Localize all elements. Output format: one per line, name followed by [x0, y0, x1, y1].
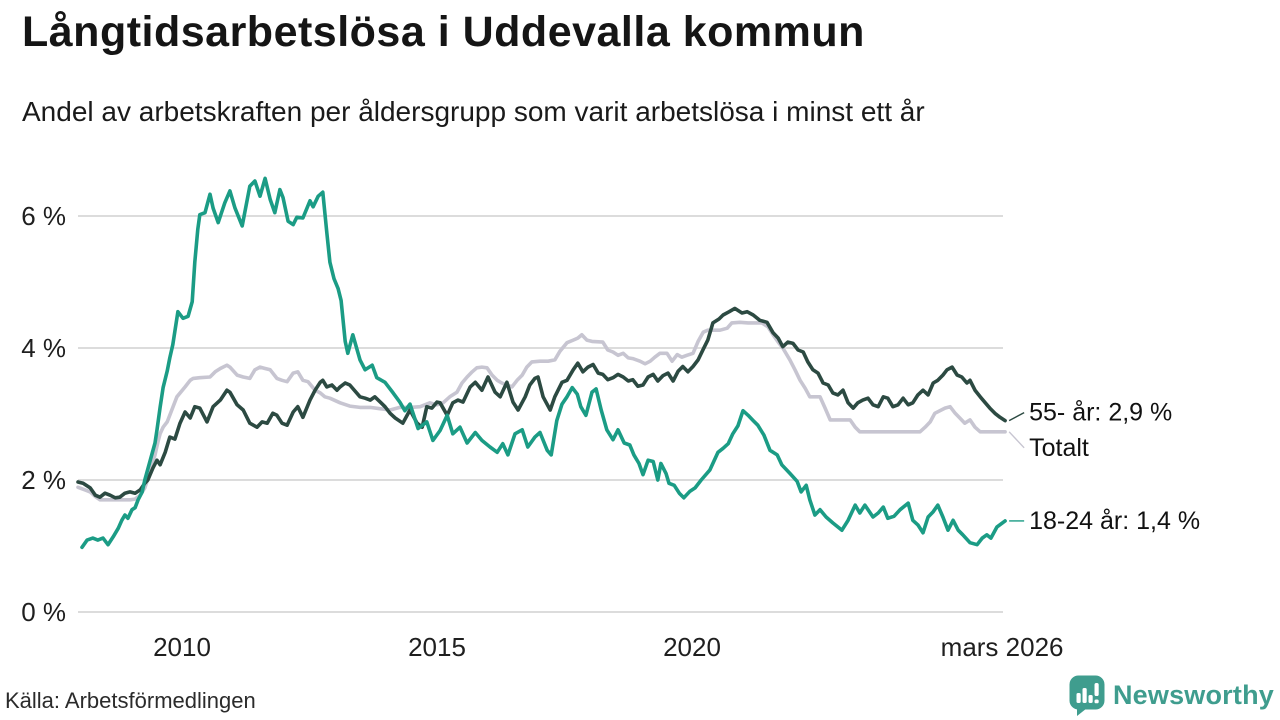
y-tick-label: 4 %	[21, 333, 66, 363]
x-tick-label: mars 2026	[941, 632, 1064, 662]
newsworthy-logo: Newsworthy	[1068, 674, 1274, 717]
x-tick-label: 2010	[153, 632, 211, 662]
series-end-label: 18-24 år: 1,4 %	[1029, 507, 1200, 535]
newsworthy-wordmark: Newsworthy	[1112, 680, 1274, 710]
source-note: Källa: Arbetsförmedlingen	[5, 688, 256, 713]
y-tick-label: 6 %	[21, 201, 66, 231]
series-line-55-r	[76, 306, 1007, 500]
series-line-18-24-r	[80, 176, 1007, 550]
y-tick-label: 0 %	[21, 597, 66, 627]
series-end-label: Totalt	[1029, 434, 1089, 462]
chart-subtitle: Andel av arbetskraften per åldersgrupp s…	[22, 96, 925, 127]
x-tick-label: 2020	[663, 632, 721, 662]
series-line-totalt	[76, 320, 1007, 502]
annotation-leader-totalt	[1008, 431, 1025, 449]
newsworthy-icon	[1069, 675, 1105, 716]
series-end-label: 55- år: 2,9 %	[1029, 399, 1172, 427]
annotation-leader-55-r	[1008, 411, 1025, 422]
y-tick-label: 2 %	[21, 465, 66, 495]
page-title: Långtidsarbetslösa i Uddevalla kommun	[22, 8, 865, 56]
x-tick-label: 2015	[408, 632, 466, 662]
